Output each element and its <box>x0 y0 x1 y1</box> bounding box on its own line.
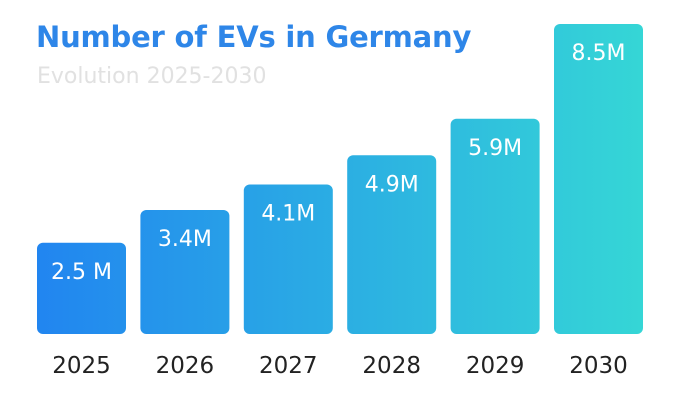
bar-value-label-2030: 8.5M <box>572 41 626 66</box>
bar-value-label-2027: 4.1M <box>261 202 315 227</box>
bar-2030 <box>554 24 643 334</box>
bar-value-label-2025: 2.5 M <box>51 260 112 285</box>
bars-group <box>37 24 643 334</box>
bar-2025 <box>37 242 126 334</box>
chart-subtitle: Evolution 2025-2030 <box>37 64 267 89</box>
x-tick-label-2029: 2029 <box>466 353 525 379</box>
x-tick-label-2027: 2027 <box>259 353 318 379</box>
bar-2029 <box>450 118 540 334</box>
x-tick-label-2028: 2028 <box>362 353 421 379</box>
bar-value-label-2028: 4.9M <box>365 172 419 197</box>
bar-labels-group: 2.5 M 3.4M 4.1M 4.9M 5.9M 8.5M <box>51 41 625 285</box>
x-axis-ticks: 2025 2026 2027 2028 2029 2030 <box>52 353 628 379</box>
bar-2026 <box>140 210 230 334</box>
bar-2028 <box>347 155 437 334</box>
x-tick-label-2025: 2025 <box>52 353 111 379</box>
x-tick-label-2026: 2026 <box>156 353 215 379</box>
bar-value-label-2026: 3.4M <box>158 227 212 252</box>
chart-title: Number of EVs in Germany <box>36 20 472 54</box>
bar-2027 <box>243 184 333 334</box>
x-tick-label-2030: 2030 <box>569 353 628 379</box>
bar-value-label-2029: 5.9M <box>468 136 522 161</box>
